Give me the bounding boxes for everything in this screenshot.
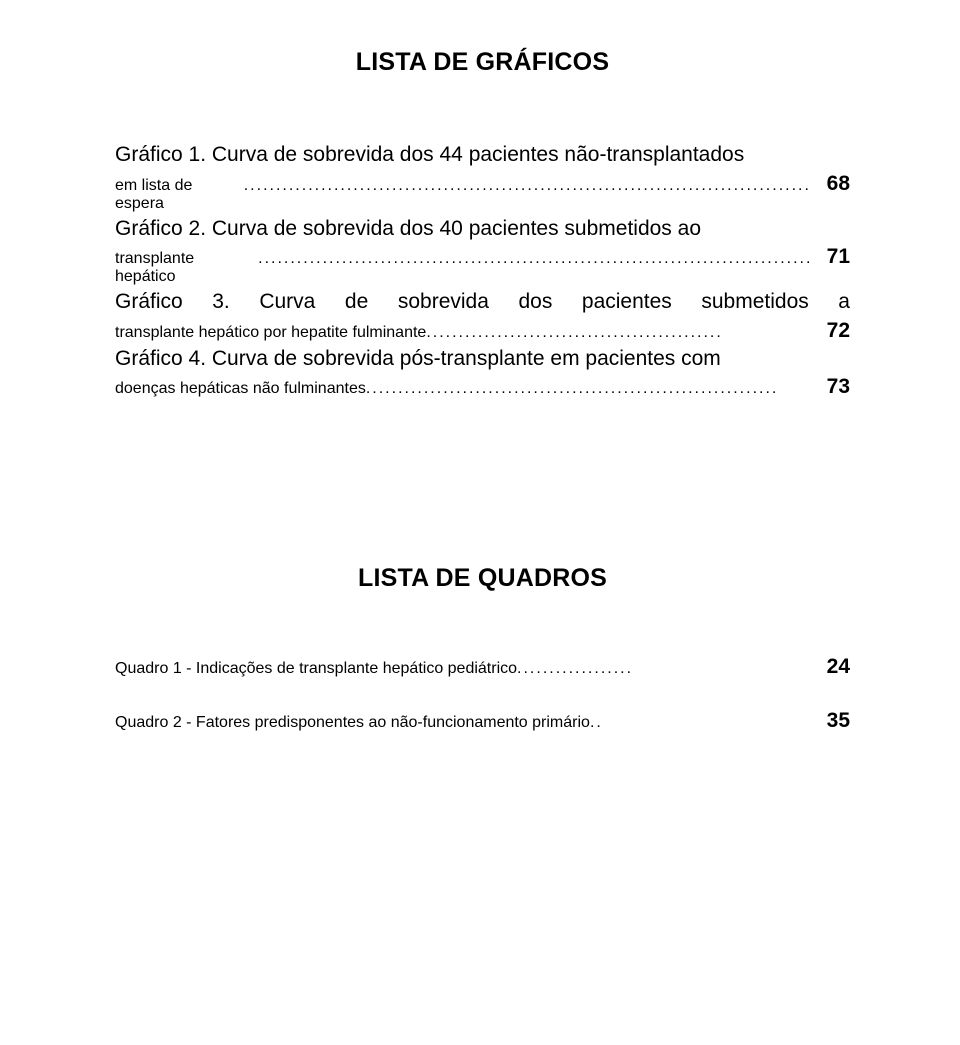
entry-text-line2: transplante hepático	[115, 250, 258, 286]
page-number: 71	[809, 245, 850, 269]
section-title-quadros: LISTA DE QUADROS	[115, 564, 850, 593]
entry-text-line1: Gráfico 1. Curva de sobrevida dos 44 pac…	[115, 139, 850, 172]
entry-grafico-4: Gráfico 4. Curva de sobrevida pós-transp…	[115, 343, 850, 400]
section-gap	[115, 399, 850, 564]
entry-grafico-1: Gráfico 1. Curva de sobrevida dos 44 pac…	[115, 139, 850, 213]
entry-row: transplante hepático ...................…	[115, 245, 850, 286]
entry-text-line2: transplante hepático por hepatite fulmin…	[115, 324, 426, 342]
entry-text-line1: Gráfico 4. Curva de sobrevida pós-transp…	[115, 343, 850, 376]
entry-grafico-3: Gráfico 3. Curva de sobrevida dos pacien…	[115, 286, 850, 343]
leader-dots: ........................................…	[366, 380, 809, 398]
entry-text: Quadro 2 - Fatores predisponentes ao não…	[115, 714, 590, 732]
entry-text-line2: doenças hepáticas não fulminantes	[115, 380, 366, 398]
document-page: LISTA DE GRÁFICOS Gráfico 1. Curva de so…	[0, 0, 960, 1045]
leader-dots: ..	[590, 714, 809, 732]
page-number: 72	[809, 319, 850, 343]
entry-text-line2: em lista de espera	[115, 177, 244, 213]
entry-grafico-2: Gráfico 2. Curva de sobrevida dos 40 pac…	[115, 213, 850, 287]
entry-text-line1: Gráfico 2. Curva de sobrevida dos 40 pac…	[115, 213, 850, 246]
entry-row: transplante hepático por hepatite fulmin…	[115, 319, 850, 343]
leader-dots: ..................	[517, 660, 809, 678]
entry-row: Quadro 1 - Indicações de transplante hep…	[115, 655, 850, 679]
entry-text-line1: Gráfico 3. Curva de sobrevida dos pacien…	[115, 286, 850, 319]
section-title-graficos: LISTA DE GRÁFICOS	[115, 48, 850, 77]
entry-row: Quadro 2 - Fatores predisponentes ao não…	[115, 709, 850, 733]
page-number: 68	[809, 172, 850, 196]
entry-quadro-2: Quadro 2 - Fatores predisponentes ao não…	[115, 709, 850, 733]
page-number: 24	[809, 655, 850, 679]
leader-dots: ........................................…	[426, 324, 808, 342]
page-number: 35	[809, 709, 850, 733]
entry-quadro-1: Quadro 1 - Indicações de transplante hep…	[115, 655, 850, 679]
entry-text: Quadro 1 - Indicações de transplante hep…	[115, 660, 517, 678]
leader-dots: ........................................…	[244, 177, 809, 195]
page-number: 73	[809, 375, 850, 399]
entry-row: doenças hepáticas não fulminantes ......…	[115, 375, 850, 399]
leader-dots: ........................................…	[258, 250, 809, 268]
entry-row: em lista de espera .....................…	[115, 172, 850, 213]
